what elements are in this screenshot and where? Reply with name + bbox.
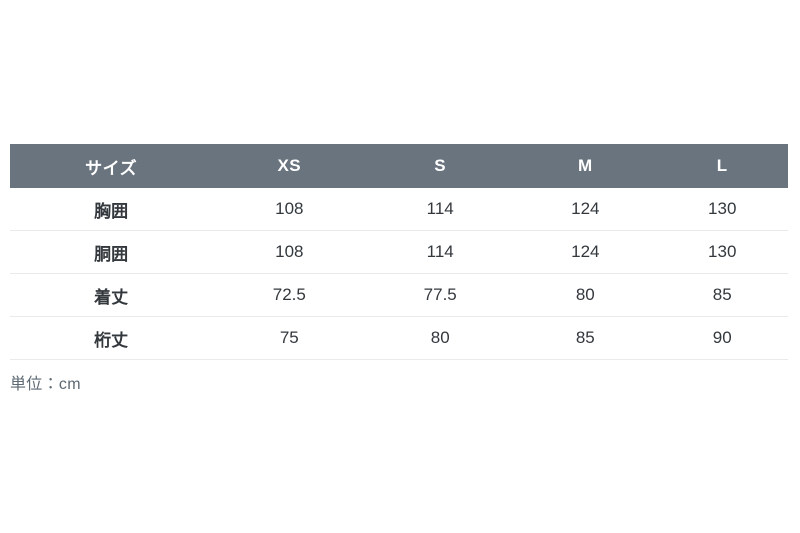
table-cell: 130	[656, 188, 788, 231]
table-cell: 130	[656, 230, 788, 274]
table-cell: 72.5	[212, 273, 367, 317]
table-cell: 124	[514, 230, 657, 274]
row-label-sleeve-length: 桁丈	[10, 316, 213, 360]
table-row-waist-girth: 胴囲 108 114 124 130	[10, 230, 788, 274]
column-header-s: S	[366, 144, 515, 188]
column-header-l: L	[656, 144, 788, 188]
table-cell: 80	[366, 316, 515, 360]
unit-note: 単位：cm	[10, 376, 81, 393]
table-cell: 90	[656, 316, 788, 360]
size-chart-table: サイズ XS S M L 胸囲 108 114 124 130 胴囲 108 1…	[10, 144, 788, 360]
table-cell: 85	[514, 316, 657, 360]
table-row-body-length: 着丈 72.5 77.5 80 85	[10, 273, 788, 317]
column-header-size: サイズ	[10, 144, 213, 188]
table-row-sleeve-length: 桁丈 75 80 85 90	[10, 316, 788, 360]
table-cell: 108	[212, 188, 367, 231]
table-cell: 114	[366, 188, 515, 231]
column-header-xs: XS	[212, 144, 367, 188]
table-cell: 108	[212, 230, 367, 274]
row-label-chest-girth: 胸囲	[10, 188, 213, 231]
table-cell: 77.5	[366, 273, 515, 317]
table-header-row: サイズ XS S M L	[10, 144, 788, 188]
row-label-waist-girth: 胴囲	[10, 230, 213, 274]
table-row-chest-girth: 胸囲 108 114 124 130	[10, 188, 788, 231]
table-cell: 114	[366, 230, 515, 274]
table-cell: 124	[514, 188, 657, 231]
table-cell: 75	[212, 316, 367, 360]
table-cell: 80	[514, 273, 657, 317]
column-header-m: M	[514, 144, 657, 188]
table-cell: 85	[656, 273, 788, 317]
row-label-body-length: 着丈	[10, 273, 213, 317]
